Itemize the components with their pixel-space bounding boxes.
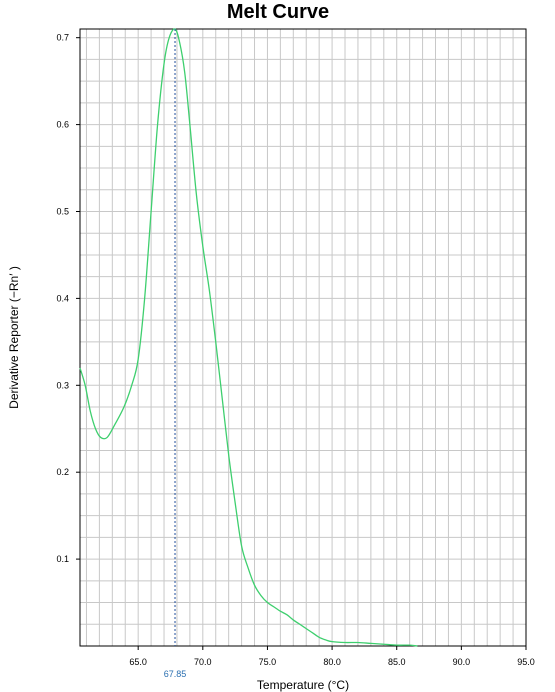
- y-tick-label: 0.3: [56, 380, 69, 390]
- x-tick-label: 75.0: [259, 657, 277, 667]
- y-axis-label: Derivative Reporter (−Rn′ ): [7, 266, 21, 409]
- x-tick-label: 70.0: [194, 657, 212, 667]
- y-tick-label: 0.5: [56, 206, 69, 216]
- x-tick-label: 95.0: [517, 657, 535, 667]
- y-tick-label: 0.7: [56, 33, 69, 43]
- y-axis: 0.1 0.2 0.3 0.4 0.5 0.6 0.7: [56, 33, 80, 564]
- x-tick-label: 85.0: [388, 657, 406, 667]
- x-axis: 65.0 70.0 75.0 80.0 85.0 90.0 95.0: [129, 646, 535, 667]
- x-axis-label: Temperature (°C): [257, 678, 349, 692]
- plot-area: [79, 28, 527, 647]
- x-tick-label: 65.0: [129, 657, 147, 667]
- chart-title: Melt Curve: [227, 1, 329, 23]
- y-tick-label: 0.4: [56, 293, 69, 303]
- y-tick-label: 0.1: [56, 554, 69, 564]
- y-tick-label: 0.2: [56, 467, 69, 477]
- peak-marker-label: 67.85: [164, 669, 187, 679]
- x-tick-label: 90.0: [453, 657, 471, 667]
- y-tick-label: 0.6: [56, 120, 69, 130]
- melt-curve-line: [79, 28, 418, 647]
- grid: [80, 29, 527, 646]
- x-tick-label: 80.0: [323, 657, 341, 667]
